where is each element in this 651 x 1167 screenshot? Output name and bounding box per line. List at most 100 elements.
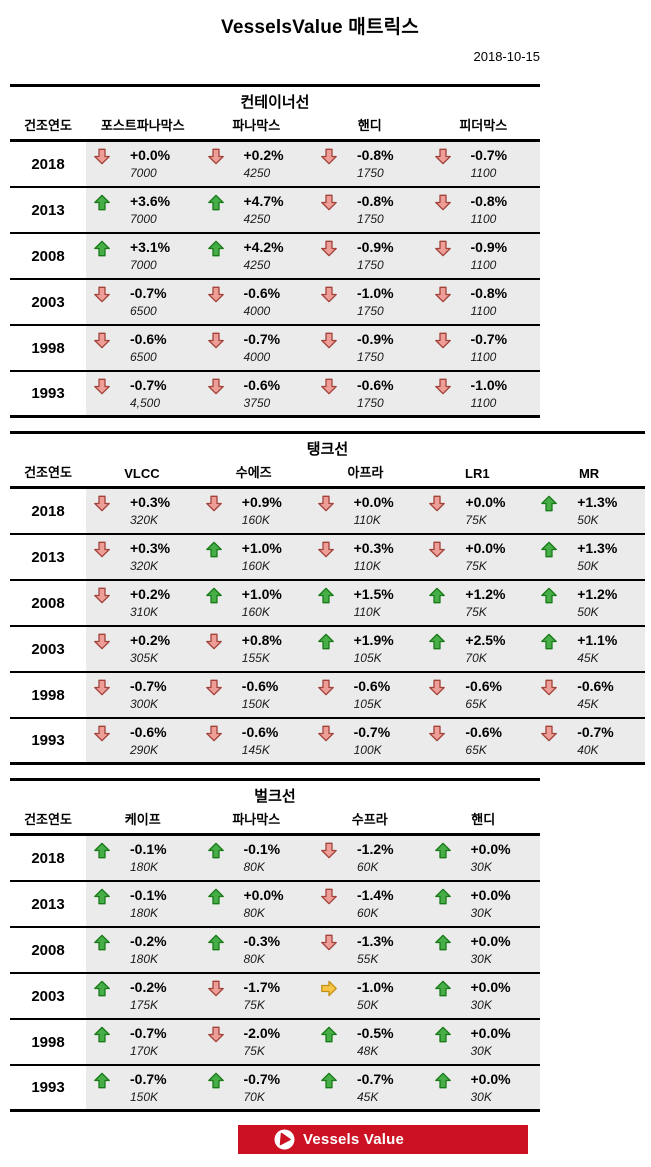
pct-change: +0.0% — [470, 1071, 511, 1087]
pct-change: -0.9% — [357, 331, 394, 347]
cell-values: +0.0% 75K — [465, 540, 505, 574]
value-cell: -0.1% 180K — [86, 841, 200, 880]
matrix-table-0: 컨테이너선 건조연도 포스트파나막스 파나막스 핸디 피더막스 2018 +0.0% 7000 +… — [10, 84, 540, 418]
value-cell: +1.2% 50K — [533, 586, 645, 625]
up-arrow-icon — [541, 495, 558, 512]
cell-values: -0.2% 175K — [130, 979, 167, 1013]
value-cell: +0.0% 30K — [427, 1071, 541, 1109]
cell-values: -0.6% 1750 — [357, 377, 394, 411]
table-row: 2013 -0.1% 180K +0.0% 80K -1.4% 60K +0.0% 30K — [10, 882, 540, 928]
up-arrow-icon — [205, 587, 222, 604]
up-arrow-icon — [94, 980, 110, 997]
cell-values: +0.0% 30K — [471, 1025, 511, 1059]
value-cell: -0.8% 1100 — [427, 285, 541, 324]
cell-values: -1.2% 60K — [357, 841, 394, 875]
value-cell: -0.2% 180K — [86, 933, 200, 972]
down-arrow-icon — [321, 240, 337, 257]
down-arrow-icon — [434, 148, 451, 165]
cell-values: -0.6% 45K — [577, 678, 614, 712]
up-arrow-icon — [434, 980, 451, 997]
vessel-size: 30K — [470, 1090, 492, 1104]
column-header-row: 건조연도 케이프 파나막스 수프라 핸디 — [10, 807, 540, 836]
cell-values: +0.0% 30K — [471, 887, 511, 921]
value-cell: +0.0% 30K — [427, 1025, 541, 1064]
up-arrow-icon — [94, 1072, 110, 1089]
cell-values: +1.3% 50K — [577, 540, 617, 574]
down-arrow-icon — [207, 980, 224, 997]
up-arrow-icon — [317, 633, 334, 650]
vessel-size: 60K — [357, 860, 379, 874]
pct-change: -0.1% — [130, 887, 167, 903]
pct-change: +0.9% — [241, 494, 282, 510]
pct-change: +0.3% — [130, 494, 171, 510]
cell-values: -0.9% 1750 — [357, 239, 394, 273]
cell-values: -0.8% 1100 — [471, 193, 508, 227]
up-arrow-icon — [94, 934, 110, 951]
up-arrow-icon — [207, 888, 224, 905]
value-cell: -0.7% 170K — [86, 1025, 200, 1064]
cell-values: +0.0% 110K — [354, 494, 394, 528]
up-arrow-icon — [207, 240, 224, 257]
value-cell: +1.1% 45K — [533, 632, 645, 671]
pct-change: +0.0% — [470, 887, 511, 903]
pct-change: -0.6% — [353, 678, 391, 694]
pct-change: +2.5% — [465, 632, 506, 648]
up-arrow-icon — [429, 587, 446, 604]
vessel-size: 80K — [243, 860, 265, 874]
vessel-size: 305K — [130, 651, 159, 665]
cell-values: +1.2% 50K — [577, 586, 617, 620]
pct-change: -0.8% — [357, 147, 394, 163]
pct-change: +1.0% — [241, 586, 282, 602]
cell-values: -0.6% 105K — [354, 678, 391, 712]
row-data: +3.6% 7000 +4.7% 4250 -0.8% 1750 -0.8% 1100 — [86, 188, 540, 232]
build-year: 2013 — [10, 882, 86, 926]
value-cell: +0.0% 75K — [421, 494, 533, 533]
down-arrow-icon — [205, 633, 222, 650]
cell-values: +1.1% 45K — [577, 632, 617, 666]
down-arrow-icon — [321, 286, 337, 303]
down-arrow-icon — [94, 495, 110, 512]
vessel-size: 45K — [577, 651, 599, 665]
vessel-size: 40K — [577, 743, 599, 757]
build-year: 1998 — [10, 673, 86, 717]
pct-change: -1.7% — [243, 979, 281, 995]
pct-change: +0.0% — [470, 841, 511, 857]
vessel-size: 65K — [465, 697, 487, 711]
pct-change: +0.3% — [353, 540, 394, 556]
pct-change: +0.0% — [130, 147, 171, 163]
down-arrow-icon — [317, 725, 334, 742]
pct-change: -0.3% — [243, 933, 281, 949]
vessel-size: 1100 — [470, 396, 497, 410]
cell-values: -0.6% 65K — [465, 724, 502, 758]
vessel-size: 150K — [130, 1090, 159, 1104]
pct-change: -0.6% — [243, 377, 281, 393]
vessel-size: 1750 — [357, 396, 384, 410]
vessel-size: 80K — [243, 952, 265, 966]
cell-values: -0.6% 4000 — [244, 285, 281, 319]
down-arrow-icon — [94, 332, 110, 349]
pct-change: +4.7% — [243, 193, 284, 209]
up-arrow-icon — [317, 587, 334, 604]
value-cell: -0.2% 175K — [86, 979, 200, 1018]
table-section-title: 벌크선 — [254, 788, 296, 805]
row-data: +0.2% 310K +1.0% 160K +1.5% 110K +1.2% 75K +1.2%… — [86, 581, 645, 625]
down-arrow-icon — [429, 679, 446, 696]
table-row: 2018 +0.3% 320K +0.9% 160K +0.0% 110K +0.0% 75K +… — [10, 489, 645, 535]
value-cell: +3.1% 7000 — [86, 239, 200, 278]
cell-values: -1.0% 1750 — [357, 285, 394, 319]
pct-change: +1.5% — [353, 586, 394, 602]
row-data: +0.3% 320K +0.9% 160K +0.0% 110K +0.0% 75K +1.3%… — [86, 489, 645, 533]
cell-values: -0.7% 4,500 — [130, 377, 167, 411]
value-cell: -0.7% 1100 — [427, 331, 541, 370]
value-cell: -0.9% 1750 — [313, 239, 427, 278]
pct-change: -0.7% — [130, 678, 167, 694]
value-cell: -1.0% 1100 — [427, 377, 541, 415]
vessel-size: 180K — [130, 952, 159, 966]
table-row: 1998 -0.6% 6500 -0.7% 4000 -0.9% 1750 -0.7% 1100 — [10, 326, 540, 372]
build-year: 1993 — [10, 1066, 86, 1109]
pct-change: +1.1% — [577, 632, 618, 648]
vessel-size: 4250 — [243, 258, 271, 272]
value-cell: -0.8% 1750 — [313, 147, 427, 186]
value-cell: -0.5% 48K — [313, 1025, 427, 1064]
up-arrow-icon — [205, 541, 222, 558]
